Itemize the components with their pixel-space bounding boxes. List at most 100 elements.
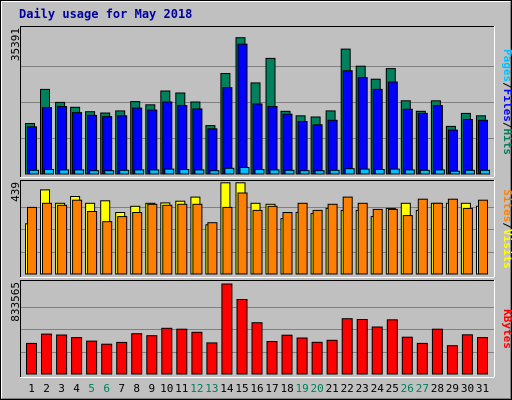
bar-files-day-30: [462, 119, 473, 175]
day-label-30: 30: [461, 382, 474, 395]
day-label-17: 17: [265, 382, 278, 395]
day-label-29: 29: [446, 382, 459, 395]
bar-pages-day-21: [329, 169, 340, 175]
bar-pages-day-27: [419, 169, 430, 175]
bar-sites-day-18: [282, 212, 293, 275]
bar-pages-day-1: [29, 169, 39, 175]
bar-files-day-31: [478, 119, 488, 175]
bar-sites-day-5: [87, 211, 98, 275]
bar-pages-day-3: [59, 169, 70, 175]
bar-sites-day-13: [207, 222, 218, 275]
day-label-10: 10: [160, 382, 173, 395]
bar-sites-day-30: [462, 207, 473, 275]
bar-sites-day-23: [357, 202, 368, 275]
bar-files-day-28: [432, 105, 443, 175]
day-label-16: 16: [250, 382, 263, 395]
legend-visits-sites: Sites/Visits: [501, 189, 512, 269]
bar-files-day-19: [297, 121, 308, 175]
bar-pages-day-15: [239, 167, 250, 175]
panel-visits-sites: 439 Sites/Visits: [9, 180, 512, 278]
bar-kbytes-day-14: [221, 283, 233, 375]
day-label-22: 22: [341, 382, 354, 395]
bar-files-day-1: [27, 126, 37, 175]
bar-sites-day-3: [57, 204, 68, 275]
bar-kbytes-day-31: [477, 337, 488, 375]
bar-pages-day-13: [209, 170, 220, 175]
bar-kbytes-day-16: [251, 322, 263, 375]
bar-kbytes-day-3: [56, 334, 68, 375]
y-axis-max-label: 35391: [9, 28, 22, 61]
bar-sites-day-9: [147, 203, 158, 275]
day-label-18: 18: [280, 382, 293, 395]
chart-panels: 35391Pages/Files/Hits439Sites/Visits8335…: [9, 26, 512, 378]
bar-files-day-24: [372, 88, 383, 175]
bar-files-day-3: [57, 106, 68, 175]
bar-kbytes-day-11: [176, 328, 188, 375]
bar-kbytes-day-20: [311, 341, 323, 375]
bar-pages-day-2: [44, 169, 54, 175]
bar-pages-day-19: [299, 170, 310, 175]
bar-files-day-18: [282, 113, 293, 175]
bar-pages-day-23: [359, 168, 370, 175]
bar-pages-day-28: [434, 169, 445, 175]
bar-kbytes-day-22: [341, 318, 353, 375]
day-label-21: 21: [326, 382, 339, 395]
day-label-14: 14: [220, 382, 234, 395]
bar-files-day-26: [402, 108, 413, 175]
bar-kbytes-day-19: [296, 337, 308, 375]
bar-pages-day-4: [74, 169, 85, 175]
day-label-31: 31: [476, 382, 489, 395]
bar-files-day-13: [207, 128, 218, 175]
bar-sites-day-11: [177, 203, 188, 275]
bar-kbytes-day-27: [416, 342, 428, 375]
bar-kbytes-day-28: [431, 328, 443, 375]
bar-files-day-12: [192, 108, 203, 175]
bar-kbytes-day-24: [371, 326, 383, 375]
bar-files-day-25: [387, 81, 398, 175]
legend-sites: Sites: [501, 189, 512, 222]
bar-sites-day-6: [102, 221, 113, 275]
bar-sites-day-19: [297, 202, 308, 275]
bar-kbytes-day-15: [236, 299, 248, 375]
day-label-8: 8: [133, 382, 140, 395]
legend-hits: Hits: [501, 129, 512, 156]
bar-files-day-22: [342, 70, 353, 175]
day-label-3: 3: [58, 382, 65, 395]
day-label-24: 24: [371, 382, 385, 395]
bar-files-day-10: [162, 101, 173, 175]
day-label-20: 20: [310, 382, 323, 395]
bar-kbytes-day-2: [41, 333, 52, 375]
legend-kbytes: KBytes: [501, 309, 512, 349]
legend-files: Files: [501, 89, 512, 122]
bar-files-day-21: [327, 119, 338, 175]
bar-pages-day-25: [389, 168, 400, 175]
bar-files-day-5: [87, 114, 98, 175]
day-label-4: 4: [73, 382, 80, 395]
bar-pages-day-5: [89, 170, 100, 175]
day-label-26: 26: [401, 382, 414, 395]
day-label-27: 27: [416, 382, 429, 395]
bar-files-day-8: [132, 107, 143, 175]
bar-kbytes-day-13: [206, 342, 218, 375]
day-label-9: 9: [148, 382, 155, 395]
bar-sites-day-17: [267, 205, 278, 275]
bar-files-day-14: [222, 87, 233, 175]
bar-kbytes-day-5: [86, 340, 98, 375]
bar-files-day-17: [267, 106, 278, 175]
day-labels: 1 2 3 4 5 6 7 8 9 10 11 12 13 14 15 16 17 18 19 20 21 22 23 24 2…: [28, 382, 489, 395]
bar-kbytes-day-18: [281, 334, 293, 375]
bar-files-day-9: [147, 109, 158, 175]
bar-sites-day-4: [72, 199, 83, 275]
day-label-5: 5: [88, 382, 95, 395]
bar-pages-day-7: [119, 169, 130, 175]
bar-pages-day-16: [254, 169, 265, 175]
legend-kbytes: KBytes: [501, 309, 512, 349]
chart-title: Daily usage for May 2018: [19, 7, 192, 21]
bar-pages-day-12: [194, 169, 205, 175]
bar-pages-day-17: [269, 169, 280, 175]
bar-kbytes-day-17: [266, 341, 278, 375]
bar-kbytes-day-9: [146, 335, 158, 375]
bar-sites-day-26: [402, 215, 413, 275]
bar-kbytes-day-1: [26, 342, 37, 375]
